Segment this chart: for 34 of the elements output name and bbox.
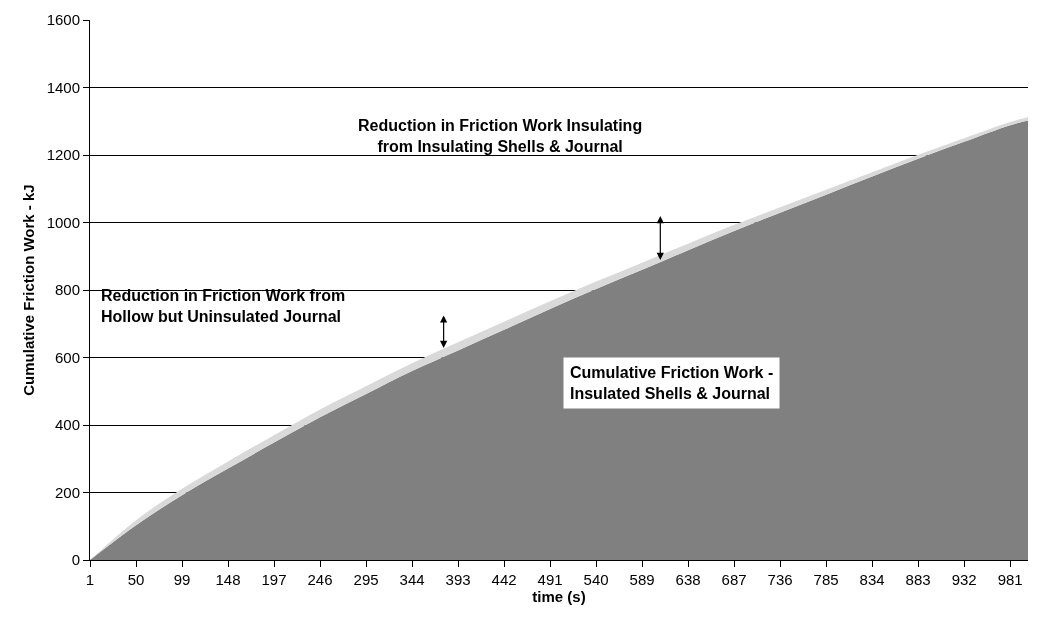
x-tick-label: 932 [951, 571, 977, 588]
x-tick-label: 981 [997, 571, 1023, 588]
x-tick-label: 344 [399, 571, 425, 588]
x-tick-label: 99 [173, 571, 191, 588]
x-tick-label: 638 [675, 571, 701, 588]
y-tick-label: 800 [54, 281, 80, 299]
y-tick-label: 1000 [46, 213, 80, 231]
x-tick-label: 246 [307, 571, 333, 588]
series-label: Cumulative Friction Work - Insulated Shells & Journal [570, 364, 774, 402]
x-tick-label: 50 [127, 571, 145, 588]
x-tick-label: 197 [261, 571, 287, 588]
x-tick-label: 148 [215, 571, 241, 588]
y-tick-label: 1600 [46, 11, 80, 29]
x-tick-label: 442 [491, 571, 517, 588]
x-tick-label: 491 [537, 571, 563, 588]
y-tick-label: 0 [71, 551, 80, 569]
x-tick-label: 736 [767, 571, 793, 588]
x-tick-label: 295 [353, 571, 379, 588]
y-axis-title: Cumulative Friction Work - kJ [19, 184, 37, 396]
x-tick-label: 589 [629, 571, 655, 588]
x-tick-label: 1 [85, 571, 95, 588]
y-tick-label: 200 [54, 483, 80, 501]
x-tick-label: 834 [859, 571, 885, 588]
x-tick-label: 687 [721, 571, 747, 588]
x-axis-title: time (s) [532, 588, 586, 605]
y-tick-label: 600 [54, 348, 80, 366]
y-tick-label: 1200 [46, 146, 80, 164]
y-tick-label: 1400 [46, 78, 80, 96]
x-tick-label: 540 [583, 571, 609, 588]
annotation: Reduction in Friction Work Insulating from Insulating Shells & Journal [358, 117, 643, 155]
y-tick-label: 400 [54, 416, 80, 434]
x-tick-label: 393 [445, 571, 471, 588]
x-tick-label: 785 [813, 571, 839, 588]
x-tick-label: 883 [905, 571, 931, 588]
